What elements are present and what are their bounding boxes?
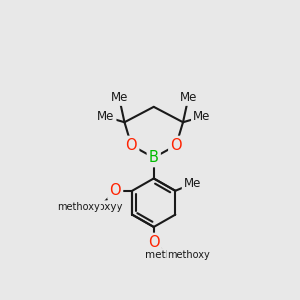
Text: methoxy: methoxy — [71, 202, 116, 212]
Text: Me: Me — [193, 110, 210, 123]
Text: Me: Me — [97, 110, 115, 123]
Text: methoxy: methoxy — [168, 250, 210, 260]
Text: O: O — [110, 183, 121, 198]
Text: Me: Me — [184, 177, 201, 190]
Text: methoxy: methoxy — [145, 250, 190, 260]
Text: O: O — [170, 138, 182, 153]
Text: Me: Me — [110, 91, 128, 104]
Text: O: O — [126, 138, 137, 153]
Text: methoxy: methoxy — [77, 202, 123, 212]
Text: Me: Me — [180, 91, 197, 104]
Text: methoxy: methoxy — [57, 202, 100, 212]
Text: B: B — [149, 150, 159, 165]
Text: O: O — [148, 235, 160, 250]
